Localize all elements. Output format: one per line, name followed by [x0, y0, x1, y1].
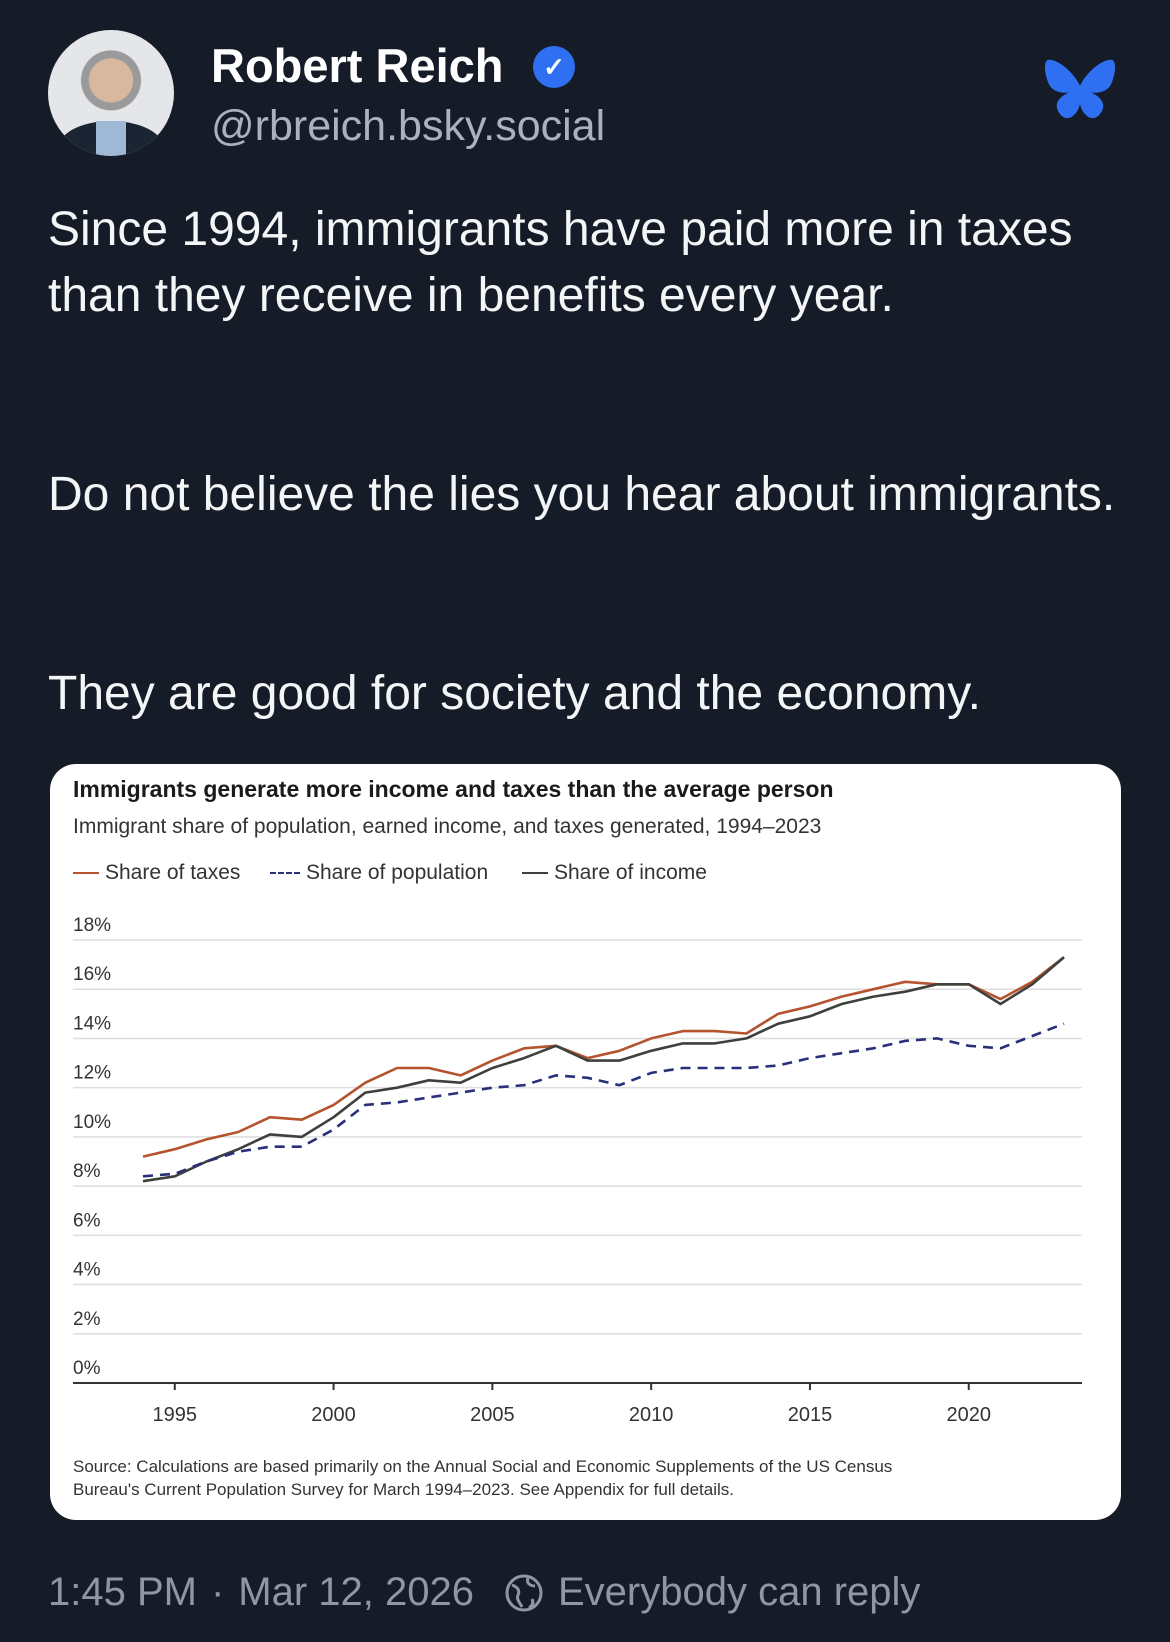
x-tick-label: 2000 — [311, 1404, 356, 1426]
legend-label: Share of income — [554, 861, 707, 884]
author-handle[interactable]: @rbreich.bsky.social — [211, 102, 606, 150]
y-tick-label: 2% — [73, 1309, 101, 1330]
chart-source-line: Bureau's Current Population Survey for M… — [73, 1480, 734, 1499]
legend-population: Share of population — [270, 861, 488, 885]
author-name[interactable]: Robert Reich — [211, 39, 504, 92]
y-tick-label: 0% — [73, 1358, 101, 1379]
post-footer: 1:45 PM · Mar 12, 2026 Everybody can rep… — [48, 1570, 920, 1615]
post-paragraph: Since 1994, immigrants have paid more in… — [48, 203, 1073, 322]
y-tick-label: 10% — [73, 1112, 111, 1133]
line-chart: 0% 2% 4% 6% 8% 10% 12% 14% 16% 18% 1995 2000 2005 201… — [73, 915, 1082, 1426]
x-tick-label: 1995 — [153, 1404, 198, 1426]
x-tick-label: 2020 — [947, 1404, 992, 1426]
legend-taxes: Share of taxes — [73, 861, 240, 885]
y-tick-label: 14% — [73, 1013, 111, 1034]
chart-image-card[interactable]: 0% 2% 4% 6% 8% 10% 12% 14% 16% 18% 1995 2000 2005 201… — [50, 764, 1121, 1520]
series-line-population — [142, 1022, 1065, 1178]
x-tick-label: 2010 — [629, 1404, 674, 1426]
series-line-income — [142, 956, 1065, 1183]
y-tick-label: 8% — [73, 1161, 101, 1182]
post-date: Mar 12, 2026 — [238, 1570, 474, 1614]
legend-label: Share of population — [306, 861, 489, 884]
chart-source-line: Source: Calculations are based primarily… — [73, 1457, 893, 1476]
series-line-taxes — [142, 956, 1065, 1158]
x-tick-label: 2005 — [470, 1404, 515, 1426]
y-tick-label: 18% — [73, 915, 111, 936]
y-tick-label: 6% — [73, 1210, 101, 1231]
post-paragraph: They are good for society and the econom… — [48, 667, 981, 720]
reply-setting[interactable]: Everybody can reply — [558, 1570, 921, 1614]
chart-title: Immigrants generate more income and taxe… — [73, 776, 834, 802]
separator: · — [210, 1570, 225, 1614]
x-tick-label: 2015 — [788, 1404, 833, 1426]
bluesky-butterfly-icon — [1044, 59, 1116, 119]
chart-subtitle: Immigrant share of population, earned in… — [73, 815, 822, 838]
legend-income: Share of income — [522, 861, 707, 885]
post-paragraph: Do not believe the lies you hear about i… — [48, 468, 1116, 521]
post-time: 1:45 PM — [48, 1570, 197, 1614]
y-tick-label: 4% — [73, 1260, 101, 1281]
y-tick-label: 12% — [73, 1063, 111, 1084]
avatar[interactable] — [48, 30, 174, 156]
globe-icon — [505, 1574, 543, 1611]
y-tick-label: 16% — [73, 964, 111, 985]
check-badge-icon: ✓ — [533, 46, 575, 88]
legend-label: Share of taxes — [105, 861, 241, 884]
